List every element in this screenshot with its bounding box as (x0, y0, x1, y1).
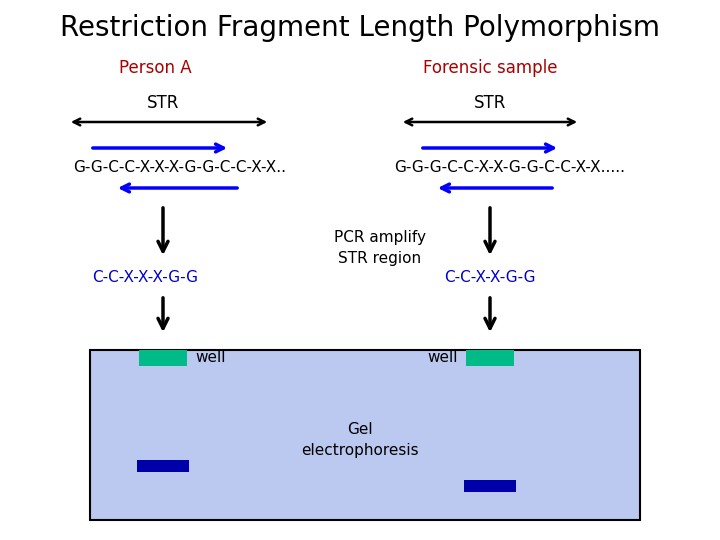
Text: well: well (195, 350, 225, 366)
Text: Gel
electrophoresis: Gel electrophoresis (301, 422, 419, 458)
Text: C-C-X-X-X-G-G: C-C-X-X-X-G-G (92, 271, 198, 286)
Text: STR: STR (474, 94, 506, 112)
Bar (139, 350, 187, 366)
Bar (464, 480, 516, 492)
Text: Forensic sample: Forensic sample (423, 59, 557, 77)
Bar (90, 350, 640, 520)
Bar (137, 460, 189, 472)
Text: PCR amplify
STR region: PCR amplify STR region (334, 230, 426, 266)
Text: well: well (428, 350, 458, 366)
Text: STR: STR (147, 94, 179, 112)
Text: G-G-C-C-X-X-X-G-G-C-C-X-X..: G-G-C-C-X-X-X-G-G-C-C-X-X.. (73, 160, 287, 176)
Text: Person A: Person A (119, 59, 192, 77)
Text: G-G-G-C-C-X-X-G-G-C-C-X-X.....: G-G-G-C-C-X-X-G-G-C-C-X-X..... (395, 160, 626, 176)
Bar (466, 350, 514, 366)
Text: C-C-X-X-G-G: C-C-X-X-G-G (444, 271, 536, 286)
Text: Restriction Fragment Length Polymorphism: Restriction Fragment Length Polymorphism (60, 14, 660, 42)
